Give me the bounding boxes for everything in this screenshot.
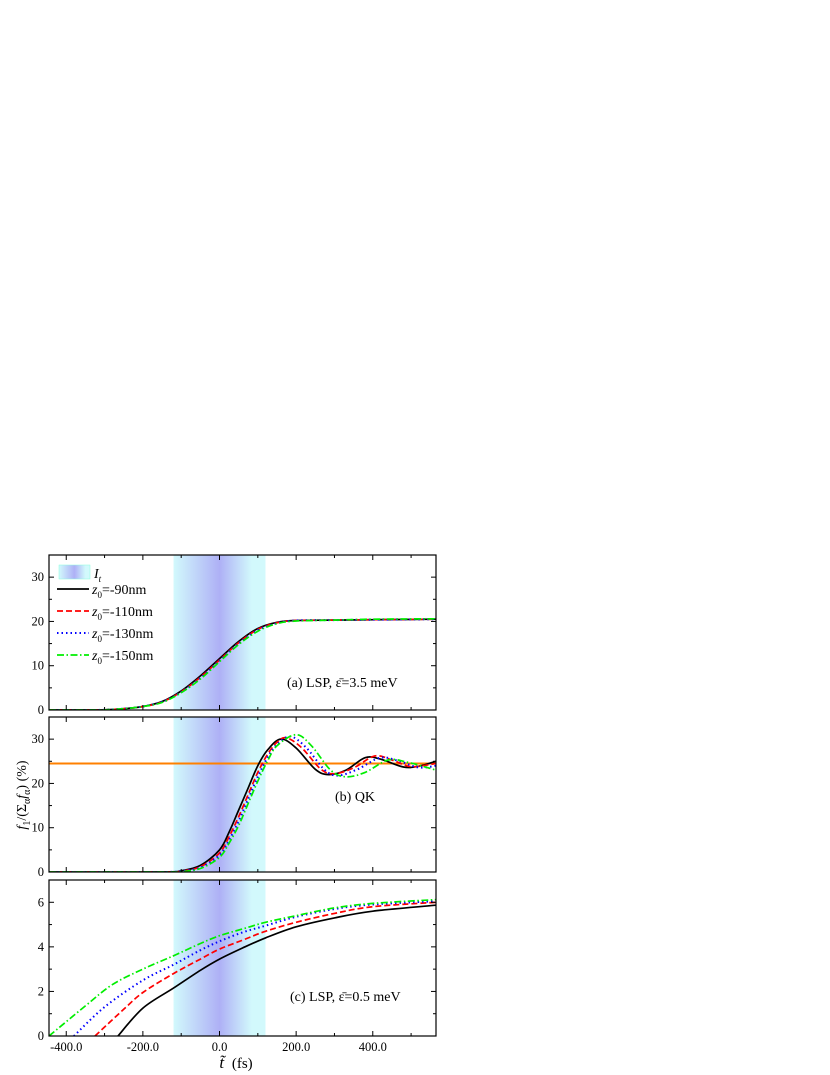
panel-b: 0 10 20 30 (b) QK [32,716,437,879]
series-line-3 [73,900,436,1036]
y-label-part: α [22,789,33,795]
series-line-1 [49,738,436,872]
y-label-part: f [15,793,30,799]
legend-label-sub: 0 [97,612,102,622]
legend-label-var: z [91,627,98,642]
legend-label: z0=-130nm [91,627,154,644]
legend-label-rest: =-110nm [102,605,153,620]
legend-label-rest: =-90nm [102,583,147,598]
panel-annotation: (c) LSP, ε̄=0.5 meV [290,990,401,1005]
panel-c: 0 2 4 6 -400.0 -200.0 0.0 200.0 400.0 (c) LSP, ε̄… [38,879,437,1054]
plot-frame [48,554,437,711]
y-tick-label: 20 [32,614,45,628]
legend-label-sub: t [99,574,102,584]
plot-frame [48,879,437,1037]
legend-label-sub: 0 [97,634,102,644]
panel-annotation: (b) QK [335,790,375,805]
x-axis-label-unit: (fs) [232,1056,253,1072]
legend-label-intensity: It [93,567,102,584]
y-label-part: α [22,798,33,804]
legend-swatch-shaded [58,564,91,580]
y-tick-label: 0 [38,1029,44,1043]
legend-label-main: I [93,567,100,582]
y-tick-label: 0 [38,703,44,717]
y-tick-label: 10 [32,821,45,835]
x-tick-label: -400.0 [50,1040,82,1054]
legend-label-var: z [91,649,98,664]
plot-frame [48,716,437,873]
y-label-part: ) (%) [15,760,30,789]
y-tick-label: 4 [38,940,45,954]
legend-label-sub: 0 [97,590,102,600]
legend-label: z0=-150nm [91,649,154,666]
x-tick-label: 0.0 [212,1040,228,1054]
y-tick-label: 20 [32,776,45,790]
x-axis-label-symbol: t̃ [219,1053,226,1072]
y-label-part: /(Σ [15,804,30,821]
series-line-4 [49,733,436,872]
x-axis-label: t̃ (fs) [219,1053,252,1072]
series-line-3 [49,735,436,872]
x-tick-label: -200.0 [127,1040,159,1054]
shaded-region [173,717,266,872]
series-line-1 [117,904,436,1036]
x-tick-label: 400.0 [359,1040,387,1054]
legend-label-var: z [91,583,98,598]
y-tick-label: 6 [38,895,44,909]
y-tick-label: 2 [38,984,44,998]
legend-label: z0=-110nm [91,605,153,622]
y-axis-label: f1/(Σαfα) (%) [15,760,33,829]
legend-label-rest: =-130nm [102,627,154,642]
series-line-4 [49,617,436,710]
legend-label-sub: 0 [97,656,102,666]
x-tick-label: 200.0 [282,1040,310,1054]
legend-label-rest: =-150nm [102,649,154,664]
y-tick-label: 30 [32,570,45,584]
legend-label-var: z [91,605,98,620]
y-label-part: 1 [22,821,33,826]
series-line-2 [49,736,436,872]
legend-label: z0=-90nm [91,583,147,600]
shaded-region [173,880,266,1036]
y-tick-label: 0 [38,865,44,879]
y-label-part: f [15,824,30,830]
panel-annotation: (a) LSP, ε̄=3.5 meV [287,676,398,691]
series-line-4 [49,898,436,1036]
y-tick-label: 10 [32,659,45,673]
y-tick-label: 30 [32,732,45,746]
series-line-2 [94,901,436,1036]
